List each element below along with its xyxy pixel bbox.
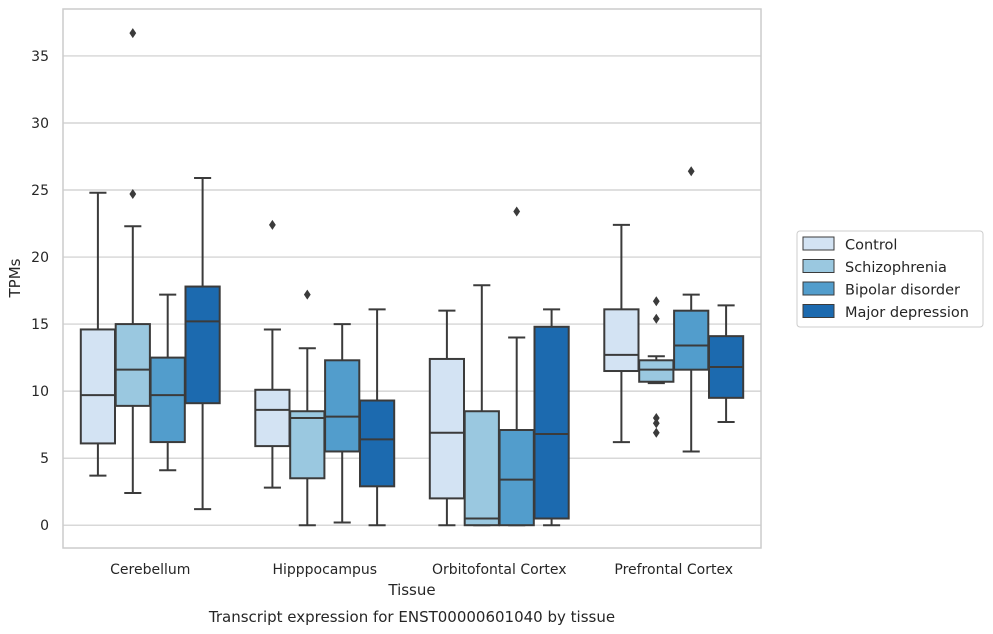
x-tick-label: Orbitofontal Cortex [432, 562, 567, 578]
box [428, 357, 466, 500]
y-tick-label: 30 [31, 116, 49, 132]
x-tick-labels: Cerebellum Hipppocampus Orbitofontal Corte… [110, 562, 733, 578]
legend-label: Control [845, 238, 897, 254]
series-schizophrenia [114, 28, 675, 527]
y-tick-labels: 0 5 10 15 20 25 30 35 [31, 49, 49, 534]
outlier-point [513, 206, 521, 217]
legend-swatch [802, 304, 835, 318]
outlier-point [652, 412, 660, 423]
plot-frame [62, 8, 762, 549]
box [114, 323, 151, 407]
box [673, 309, 710, 371]
y-tick-label: 20 [31, 250, 49, 266]
box [254, 388, 291, 448]
chart-caption: Transcript expression for ENST0000060104… [208, 608, 615, 626]
box [184, 285, 221, 405]
x-tick-label: Hipppocampus [272, 562, 377, 578]
outlier-point [269, 219, 276, 230]
outlier-point [687, 166, 695, 177]
outlier-point [129, 28, 137, 39]
outlier-point [303, 289, 311, 300]
x-tick-label: Cerebellum [110, 562, 190, 578]
box [638, 359, 675, 383]
legend-frame [796, 230, 984, 328]
x-tick-label: Prefrontal Cortex [614, 562, 733, 578]
y-tick-label: 10 [31, 384, 49, 400]
series-major-depression [184, 176, 745, 527]
box [463, 410, 500, 527]
legend-swatch [802, 259, 835, 273]
legend: Control Schizophrenia Bipolar disorder Majo… [796, 230, 984, 328]
x-axis-label: Tissue [387, 581, 435, 599]
box [498, 429, 535, 527]
y-axis-label: TPMs [6, 258, 24, 298]
outlier-point [129, 189, 137, 200]
box [149, 356, 186, 444]
box [603, 308, 640, 373]
legend-swatch [802, 236, 835, 251]
y-tick-label: 35 [31, 49, 49, 65]
legend-swatch [802, 281, 835, 296]
outlier-point [652, 427, 660, 438]
outlier-point [652, 313, 660, 324]
outlier-point [652, 418, 660, 429]
y-tick-label: 25 [31, 183, 49, 199]
box [358, 399, 396, 488]
box-series [79, 28, 745, 527]
box [79, 328, 117, 445]
legend-label: Bipolar disorder [845, 283, 960, 299]
y-tick-label: 0 [40, 518, 49, 534]
outlier-point [652, 296, 660, 307]
box [533, 325, 570, 520]
legend-label: Major depression [845, 305, 969, 321]
y-tick-label: 15 [31, 317, 49, 333]
box [289, 410, 326, 480]
legend-label: Schizophrenia [845, 260, 947, 276]
box [324, 359, 361, 453]
y-tick-label: 5 [40, 451, 49, 467]
series-bipolar-disorder [149, 166, 710, 527]
